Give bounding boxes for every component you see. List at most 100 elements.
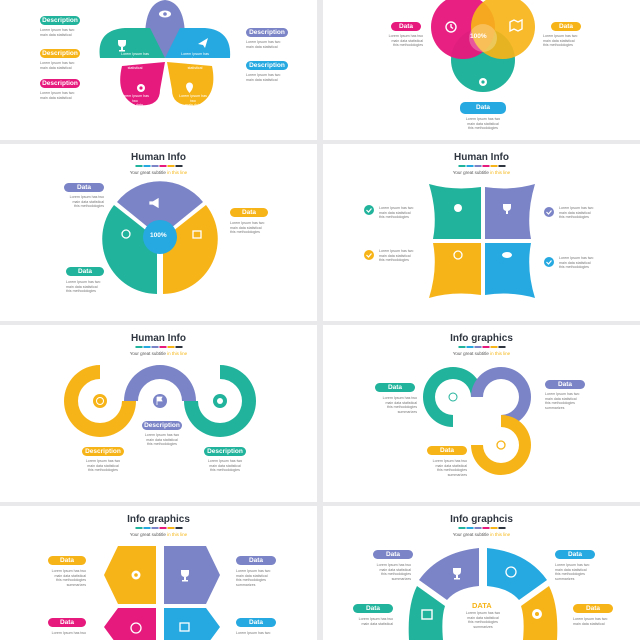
lorem-line: main data statistical	[467, 121, 499, 126]
lorem-line: this methodologies	[210, 468, 240, 473]
data-text: Lorem Ipsum has two main data statistical…	[378, 34, 423, 48]
lorem-line: main data statistical	[435, 463, 467, 468]
petal-text-line: Lorem Ipsum has two	[121, 52, 149, 61]
quad-text: Lorem Ipsum has two main data statistical…	[559, 256, 603, 270]
wave-ring-middle	[124, 365, 196, 401]
diamond-bottom-left	[104, 608, 156, 640]
lorem-line: main data statistical	[573, 621, 605, 626]
calendar-icon	[192, 230, 202, 239]
description-pill: Description	[40, 49, 80, 58]
slide-7-diamond[interactable]: Info graphics Your great subtitle in thi…	[0, 506, 317, 640]
color-bars	[458, 165, 505, 167]
lorem-line: main data statistical	[379, 210, 411, 215]
data-pill: Data	[353, 604, 393, 613]
slide-subtitle: Your great subtitle in this line	[323, 170, 640, 175]
lorem-line: Lorem Ipsum has two	[543, 34, 578, 38]
ring-segment-top-right	[487, 548, 547, 600]
clock-badge	[93, 394, 107, 408]
gear-icon	[454, 204, 462, 212]
subtitle-highlight: in this line	[490, 532, 511, 537]
quad-text: Lorem Ipsum has two main data statistical…	[379, 206, 423, 220]
slide-4-quad[interactable]: Human Info Your great subtitle in this l…	[323, 144, 640, 321]
data-text: Lorem Ipsum has two	[236, 631, 282, 636]
diamond-graphic	[104, 546, 220, 640]
description-text: Lorem Ipsum has two main data statistical	[246, 73, 280, 82]
petal-text-bottom-right: Lorem Ipsum has two main data statistical	[178, 94, 208, 112]
petal-bottom-left	[120, 62, 165, 106]
trophy-icon	[503, 204, 511, 214]
quad-top-right	[485, 184, 535, 239]
lorem-line: Lorem Ipsum has two	[382, 396, 417, 400]
lorem-line: main data statistical	[236, 573, 268, 578]
quad-text: Lorem Ipsum has two main data statistical…	[559, 206, 603, 220]
lorem-line: Lorem Ipsum has two	[236, 631, 271, 635]
data-text: Lorem Ipsum has two main data statistical…	[543, 34, 588, 48]
quad-top-left	[429, 184, 481, 239]
slide-title: Info graphics	[450, 333, 513, 344]
slide-3-pie[interactable]: Human Info Your great subtitle in this l…	[0, 144, 317, 321]
petal-text-line: main data statistical	[187, 61, 203, 70]
slide-8-gear-ring[interactable]: Info graphcis Your great subtitle in thi…	[323, 506, 640, 640]
pie-center-value: 100%	[150, 232, 167, 239]
value-label: 72%	[214, 425, 229, 432]
slide-subtitle: Your great subtitle in this line	[0, 351, 317, 356]
quad-graphic	[364, 184, 554, 298]
description-text: Lorem Ipsum has two main data statistical…	[200, 459, 250, 473]
lorem-line: this methodologies	[559, 265, 589, 270]
trophy-icon	[453, 568, 461, 580]
subtitle-highlight: in this line	[167, 351, 188, 356]
lorem-line: this methodologies	[559, 215, 589, 220]
data-pill: Data	[391, 22, 421, 31]
data-pill: Data	[48, 618, 86, 627]
petal-text-line: Lorem Ipsum has two	[121, 94, 149, 103]
megaphone-icon	[149, 197, 159, 209]
slide-1-flower-petals[interactable]: Lorem Ipsum has two main data statistical…	[0, 0, 317, 140]
wave-ring-left	[64, 365, 136, 437]
clock-icon	[496, 440, 506, 450]
ring-center-label: DATA	[472, 601, 492, 610]
lorem-line: Lorem Ipsum has two	[388, 34, 423, 38]
venn-circle-right	[471, 0, 535, 59]
data-pill: Data	[555, 550, 595, 559]
slide-5-wave[interactable]: Human Info Your great subtitle in this l…	[0, 325, 317, 502]
lorem-line: main data statistical	[87, 463, 119, 468]
lorem-line: this methodologies	[147, 442, 177, 447]
data-pill: Data	[236, 618, 276, 627]
check-marks	[364, 205, 554, 267]
pin-icon	[186, 82, 193, 93]
description-text: Lorem Ipsum has two main data statistical	[40, 61, 74, 70]
lorem-line: Lorem Ipsum has two	[358, 617, 393, 621]
lorem-line: Lorem Ipsum has two	[144, 433, 180, 437]
lorem-line: summarizes	[473, 624, 493, 629]
lorem-line: main data statistical	[246, 77, 278, 82]
eye-icon	[502, 252, 512, 258]
slide-title: Info graphics	[127, 514, 190, 525]
lorem-line: this methodologies	[468, 620, 498, 625]
lorem-line: summarizes	[555, 576, 575, 581]
data-text: Lorem Ipsum has two main data statistical…	[458, 117, 508, 131]
slide-subtitle: Your great subtitle in this line	[0, 532, 317, 537]
lorem-line: main data statistical	[40, 95, 72, 100]
slide-subtitle: Your great subtitle in this line	[323, 532, 640, 537]
lorem-line: main data statistical	[391, 38, 423, 43]
wave-graphic	[64, 365, 256, 437]
calendar-icon	[421, 609, 433, 620]
pie-slice-top	[117, 181, 203, 237]
pie-center	[143, 220, 177, 254]
slide-2-venn[interactable]: 100% Data Lorem Ipsum has two main data s…	[323, 0, 640, 140]
lorem-line: main data statistical	[230, 225, 262, 230]
lorem-line: main data statistical	[361, 621, 393, 626]
slide-6-snake[interactable]: Info graphics Your great subtitle in thi…	[323, 325, 640, 502]
lorem-line: main data statistical	[467, 615, 499, 620]
lorem-line: this methodologies	[379, 258, 409, 263]
clock-icon	[130, 622, 142, 634]
data-text: Lorem Ipsum has two main data statistical…	[236, 569, 282, 587]
lorem-line: main data statistical	[146, 437, 178, 442]
lorem-line: main data statistical	[543, 38, 575, 43]
trophy-icon	[118, 40, 126, 52]
lorem-line: summarizes	[447, 472, 467, 477]
lorem-line: this methodologies	[230, 230, 260, 235]
wave-ring-right	[184, 365, 256, 437]
lorem-line: main data statistical	[559, 260, 591, 265]
lorem-line: main data statistical	[246, 44, 278, 49]
